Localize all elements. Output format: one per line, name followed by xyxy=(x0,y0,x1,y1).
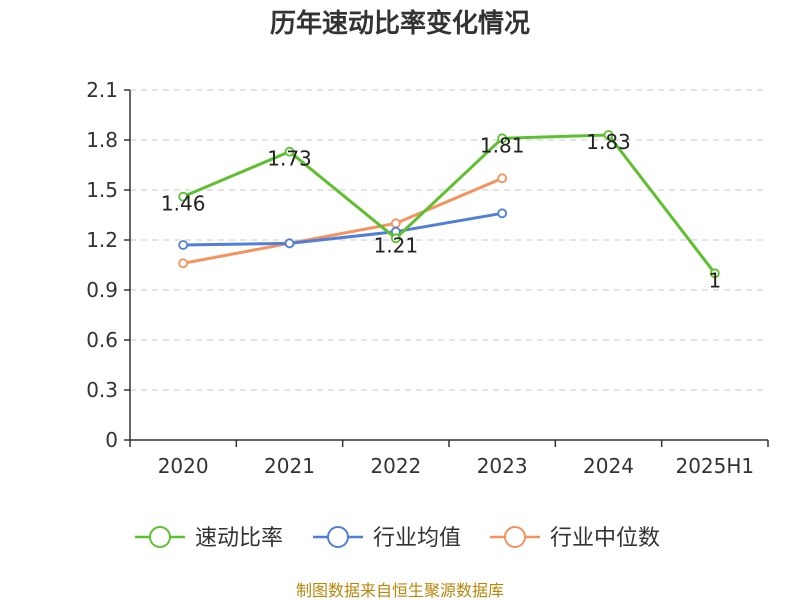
data-label: 1 xyxy=(708,268,721,292)
y-tick-label: 0.9 xyxy=(86,278,118,302)
y-tick-label: 1.5 xyxy=(86,178,118,202)
x-tick-label: 2022 xyxy=(370,454,421,478)
y-tick-label: 1.2 xyxy=(86,228,118,252)
series-line xyxy=(182,176,503,265)
data-label: 1.21 xyxy=(374,233,419,257)
series-line xyxy=(183,211,503,247)
x-tick-label: 2024 xyxy=(583,454,634,478)
y-tick-label: 0.3 xyxy=(86,378,118,402)
data-label: 1.73 xyxy=(267,147,312,171)
legend-marker xyxy=(327,526,349,548)
data-label: 1.81 xyxy=(480,133,525,157)
grid xyxy=(130,89,768,391)
legend-label: 行业均值 xyxy=(373,526,461,551)
data-point xyxy=(284,238,295,249)
data-point xyxy=(603,130,614,140)
x-tick-label: 2021 xyxy=(264,454,315,478)
legend-label: 速动比率 xyxy=(195,526,283,551)
data-point xyxy=(178,240,189,250)
legend-item: 速动比率 xyxy=(135,526,283,551)
legend-marker xyxy=(149,526,171,548)
y-tick-label: 1.8 xyxy=(86,128,118,152)
data-point xyxy=(390,233,401,244)
legend-marker xyxy=(504,526,526,548)
x-tick-label: 2025H1 xyxy=(675,454,754,478)
data-label: 1.46 xyxy=(161,192,206,216)
data-point xyxy=(178,258,189,269)
legend-item: 行业均值 xyxy=(313,526,461,551)
legend: 速动比率 行业均值 行业中位数 xyxy=(135,526,660,551)
y-tick-label: 2.1 xyxy=(86,78,118,102)
data-point xyxy=(497,173,508,184)
data-point xyxy=(284,146,295,157)
chart-title: 历年速动比率变化情况 xyxy=(270,8,530,39)
axes: 0 0.3 0.6 0.9 1.2 1.5 1.8 2.1 2020 2021 2022 2023 20… xyxy=(86,78,769,478)
legend-item: 行业中位数 xyxy=(490,526,660,551)
data-point xyxy=(497,208,508,219)
data-point xyxy=(390,218,401,229)
y-tick-label: 0 xyxy=(105,428,118,452)
x-tick-label: 2020 xyxy=(158,454,209,478)
data-point xyxy=(709,268,720,279)
source-note: 制图数据来自恒生聚源数据库 xyxy=(296,581,504,600)
data-label: 1.83 xyxy=(586,130,631,154)
data-point xyxy=(178,191,189,202)
legend-label: 行业中位数 xyxy=(550,526,660,551)
data-point xyxy=(497,133,508,144)
series-line xyxy=(182,133,717,275)
series-layer xyxy=(178,130,720,279)
x-tick-label: 2023 xyxy=(477,454,528,478)
series-1 xyxy=(178,208,508,250)
y-tick-label: 0.6 xyxy=(86,328,118,352)
series-0 xyxy=(178,130,720,279)
data-labels: 1.46 1.73 1.21 1.81 1.83 1 xyxy=(161,130,721,292)
